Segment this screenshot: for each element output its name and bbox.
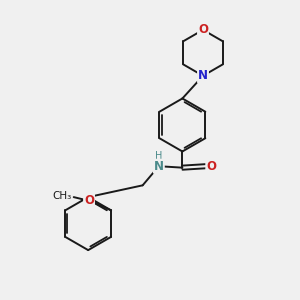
Text: N: N	[154, 160, 164, 173]
Text: H: H	[155, 151, 163, 161]
Text: O: O	[206, 160, 216, 173]
Text: O: O	[198, 23, 208, 36]
Text: N: N	[198, 69, 208, 82]
Text: CH₃: CH₃	[52, 191, 71, 201]
Text: O: O	[84, 194, 94, 207]
